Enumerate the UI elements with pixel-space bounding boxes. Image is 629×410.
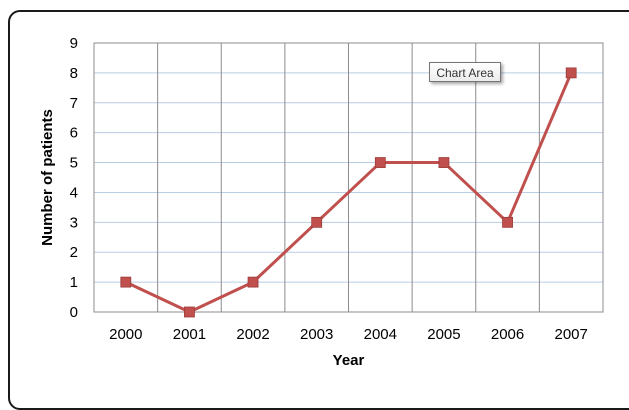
x-tick-label-2007: 2007 <box>555 326 588 343</box>
y-tick-label: 2 <box>70 244 78 261</box>
x-tick-label-2003: 2003 <box>300 326 333 343</box>
y-tick-label: 3 <box>70 214 78 231</box>
data-point-2001 <box>184 306 195 318</box>
x-tick-label-2002: 2002 <box>236 326 269 343</box>
data-point-2007 <box>565 67 577 79</box>
vertical-gridlines <box>157 43 540 312</box>
x-axis-title: Year <box>333 352 365 369</box>
x-axis-tick-labels: 2000 2001 2002 2003 2004 2005 2006 2007 <box>109 326 588 343</box>
chart-frame <box>8 10 629 410</box>
x-tick-label-2006: 2006 <box>491 326 524 343</box>
y-tick-label: 0 <box>70 304 78 321</box>
plot-area <box>93 42 604 313</box>
data-point-2006 <box>502 216 513 228</box>
data-point-2004 <box>374 157 386 168</box>
chart-area-tooltip: Chart Area <box>429 62 501 82</box>
series-line <box>125 72 573 314</box>
data-point-2002 <box>247 276 259 288</box>
x-tick-label-2001: 2001 <box>173 326 206 343</box>
y-tick-label: 8 <box>70 65 78 82</box>
y-tick-label: 6 <box>70 125 78 142</box>
data-point-2003 <box>311 216 323 228</box>
x-tick-label-2004: 2004 <box>364 326 397 343</box>
y-tick-label: 1 <box>70 274 78 291</box>
data-point-2000 <box>120 276 132 288</box>
x-tick-label-2000: 2000 <box>109 326 142 343</box>
y-tick-label: 5 <box>70 155 78 172</box>
series-markers <box>120 67 577 318</box>
x-tick-label-2005: 2005 <box>427 326 460 343</box>
y-tick-label: 4 <box>70 184 78 201</box>
y-tick-label: 7 <box>70 95 78 112</box>
y-tick-label: 9 <box>70 35 78 52</box>
data-point-2005 <box>438 157 450 168</box>
y-axis-title: Number of patients <box>39 109 56 246</box>
y-axis-tick-labels: 0 1 2 3 4 5 6 7 8 9 <box>70 35 78 321</box>
